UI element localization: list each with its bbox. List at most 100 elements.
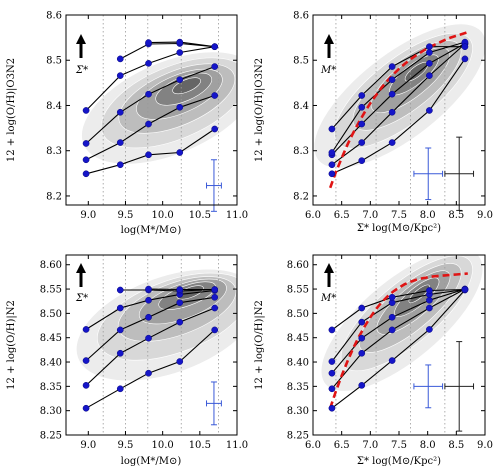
data-point <box>116 385 124 393</box>
x-tick-label: 7.5 <box>391 440 407 451</box>
data-point <box>176 286 184 293</box>
data-point <box>116 326 124 334</box>
data-point <box>116 108 124 116</box>
data-point <box>328 125 336 133</box>
y-tick-label: 8.45 <box>287 333 309 344</box>
fit-curve-line <box>328 30 469 189</box>
x-tick-label: 8.5 <box>448 440 464 451</box>
x-tick-label: 6.0 <box>305 440 321 451</box>
arrow-label-top-left: Σ* <box>75 65 88 76</box>
data-point <box>211 43 219 51</box>
data-point <box>176 299 184 307</box>
y-tick-label: 8.5 <box>293 56 309 67</box>
data-point <box>426 72 433 79</box>
y-tick-label: 8.3 <box>46 146 62 157</box>
data-point <box>176 38 184 46</box>
x-tick-label: 7.0 <box>362 210 378 221</box>
x-tick-label: 10.0 <box>152 440 174 451</box>
data-point <box>426 43 433 51</box>
data-point <box>145 120 152 128</box>
arrow-label-bottom-left: Σ* <box>75 293 88 304</box>
data-point <box>328 170 336 178</box>
y-axis-label-top-right: 12 + log(O/H)|O3N2 <box>254 58 265 162</box>
data-point <box>328 326 336 334</box>
data-point <box>82 107 90 114</box>
x-tick-label: 8.5 <box>448 210 464 221</box>
data-point <box>145 60 152 67</box>
data-point <box>211 326 219 334</box>
data-point <box>116 161 124 169</box>
data-point <box>358 139 366 146</box>
series-line <box>120 288 215 292</box>
x-tick-label: 11.0 <box>226 210 248 221</box>
direction-arrow-bottom-right: M* <box>320 263 336 304</box>
series-line <box>120 42 215 60</box>
y-tick-label: 8.60 <box>287 260 309 271</box>
data-point <box>116 349 124 357</box>
data-point <box>328 149 336 156</box>
y-tick-label: 8.50 <box>287 309 309 320</box>
arrow-label-top-right: M* <box>320 65 336 76</box>
data-point <box>388 293 396 301</box>
data-point <box>145 296 152 304</box>
y-tick-label: 8.40 <box>287 358 309 369</box>
data-point <box>358 334 366 342</box>
y-tick-label: 8.3 <box>293 146 309 157</box>
data-point <box>426 107 433 114</box>
data-point <box>426 304 433 312</box>
data-point <box>211 286 219 293</box>
x-tick-label: 9.0 <box>477 210 493 221</box>
data-point <box>145 313 152 321</box>
data-point <box>82 156 90 164</box>
x-tick-label: 9.5 <box>118 210 134 221</box>
data-point <box>358 349 366 357</box>
fit-curve-bottom-right <box>328 272 468 409</box>
errorbars-top-right <box>413 136 475 211</box>
data-point <box>358 318 366 326</box>
y-tick-label: 8.35 <box>287 382 309 393</box>
data-point <box>116 72 124 79</box>
y-tick-label: 8.25 <box>287 431 309 442</box>
y-tick-label: 8.6 <box>293 11 309 22</box>
data-point <box>461 43 469 51</box>
x-tick-label: 9.0 <box>80 210 96 221</box>
panel-top-left: 9.0 9.5 10.0 10.5 11.0 8.2 8.3 8.4 8.5 8.6 Σ* log… <box>6 11 248 237</box>
data-point <box>116 139 124 146</box>
data-point <box>426 326 433 333</box>
data-point <box>426 60 433 67</box>
data-point <box>82 140 90 147</box>
data-point <box>388 108 396 116</box>
data-point <box>116 55 124 63</box>
data-point <box>82 326 90 333</box>
data-point <box>328 358 336 365</box>
y-tick-label: 8.2 <box>293 191 309 202</box>
panel-top-right: 6.0 6.5 7.0 7.5 8.0 8.5 9.08.28.38.48.58.6 M* … <box>254 11 493 235</box>
data-point <box>145 39 152 46</box>
data-point <box>145 334 152 342</box>
data-point <box>328 369 336 377</box>
direction-arrow-top-left: Σ* <box>75 34 88 76</box>
y-tick-label: 8.60 <box>40 260 62 271</box>
data-point <box>211 293 219 301</box>
data-point <box>461 55 469 63</box>
y-tick-label: 8.30 <box>287 406 309 417</box>
data-point <box>176 103 184 111</box>
markers-bottom-right <box>328 285 469 412</box>
data-point <box>426 296 433 304</box>
data-point <box>388 76 396 84</box>
direction-arrow-top-right: M* <box>320 34 336 76</box>
data-point <box>176 49 184 56</box>
data-point <box>116 286 124 294</box>
y-tick-label: 8.30 <box>40 406 62 417</box>
markers-bottom-left <box>82 285 219 412</box>
y-tick-label: 8.4 <box>46 101 62 112</box>
errorbars-bottom-left <box>206 381 222 426</box>
data-point <box>211 125 219 133</box>
data-point <box>82 382 90 389</box>
y-tick-label: 8.5 <box>46 56 62 67</box>
data-point <box>358 103 366 111</box>
ticks-bottom-right: 6.0 6.5 7.0 7.5 8.0 8.5 9.0 8.25 8.30 8.35 8.40 8.4… <box>287 255 493 451</box>
x-tick-label: 10.0 <box>152 210 174 221</box>
panel-bottom-left: 9.0 9.5 10.0 10.5 11.0 8.25 8.30 8.35 8.40 8.45 8.… <box>6 254 248 467</box>
y-tick-label: 8.40 <box>40 358 62 369</box>
